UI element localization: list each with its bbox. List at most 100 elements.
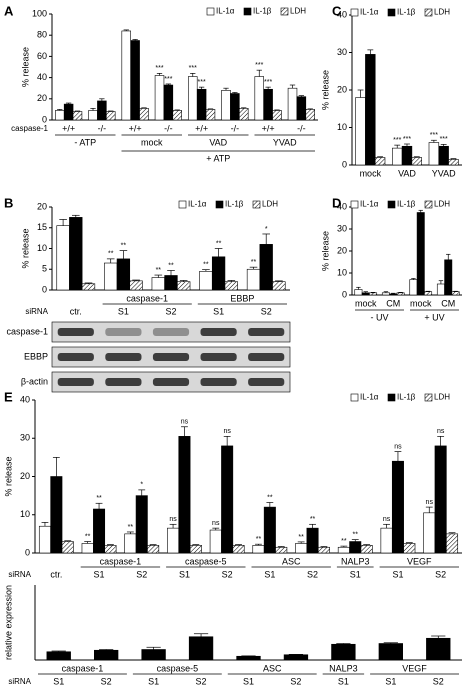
error-bar — [107, 544, 114, 546]
bar — [451, 291, 460, 296]
legend-swatch — [252, 200, 261, 209]
x-tick-label: -/- — [297, 123, 306, 133]
error-bar — [95, 502, 103, 510]
bar — [232, 545, 245, 554]
y-tick-label: 15 — [37, 222, 47, 232]
error-bar — [262, 233, 271, 245]
error-bar — [52, 457, 60, 477]
bar — [205, 109, 216, 121]
significance-label: ** — [310, 516, 316, 523]
blot-band — [57, 328, 94, 336]
y-tick-label: 10 — [337, 267, 347, 277]
error-bar — [255, 543, 262, 546]
bar — [446, 533, 459, 554]
bar — [116, 258, 131, 291]
error-bar — [51, 650, 66, 652]
legend-label: IL-1β — [397, 200, 416, 209]
error-bar — [181, 426, 188, 437]
error-bar — [394, 144, 401, 149]
error-bar — [265, 86, 271, 90]
y-tick-label: 100 — [32, 8, 47, 18]
legend-swatch — [424, 8, 433, 17]
error-bar — [309, 523, 316, 529]
blot-band — [248, 378, 285, 386]
error-bar — [307, 108, 313, 110]
x-tick-label: S1 — [385, 676, 396, 686]
significance-label: ** — [251, 259, 257, 266]
blot-band — [105, 353, 142, 361]
x-tick-label: S1 — [213, 306, 224, 316]
error-bar — [275, 280, 283, 282]
bar — [104, 262, 118, 291]
group-label: NALP3 — [341, 556, 370, 566]
legend-label: IL-1α — [360, 8, 379, 17]
bar — [434, 445, 447, 554]
x-tick-label: S1 — [350, 569, 361, 579]
error-bar — [90, 107, 96, 111]
group-label: VEGF — [402, 663, 427, 673]
legend-label: IL-1α — [360, 200, 379, 209]
bar — [306, 527, 319, 554]
bar — [409, 279, 418, 296]
y-axis-label: % release — [20, 47, 30, 87]
panel-letter: B — [4, 195, 13, 210]
error-bar — [84, 282, 93, 284]
x-tick-label: mock — [355, 298, 377, 308]
error-bar — [383, 523, 390, 529]
legend-swatch — [350, 200, 359, 209]
error-bar — [277, 546, 285, 548]
x-tick-label: S2 — [196, 676, 207, 686]
y-tick-label: 0 — [25, 547, 30, 557]
bar — [275, 546, 288, 554]
bar — [124, 533, 137, 554]
bar — [365, 54, 376, 166]
error-bar — [266, 502, 274, 508]
x-tick-label: S1 — [338, 676, 349, 686]
bar — [88, 110, 98, 121]
x-tick-label: S2 — [165, 306, 176, 316]
error-bar — [383, 291, 389, 293]
x-tick-label: ctr. — [50, 569, 62, 579]
significance-label: ** — [341, 538, 347, 545]
error-bar — [202, 269, 210, 272]
bar — [423, 512, 436, 554]
significance-label: ** — [216, 240, 222, 247]
error-bar — [212, 527, 220, 531]
bar — [230, 93, 240, 121]
error-bar — [57, 109, 63, 111]
bar — [428, 142, 440, 166]
significance-label: ns — [212, 520, 220, 527]
bar — [272, 110, 282, 121]
x-tick-label: +/+ — [129, 123, 142, 133]
bar — [354, 289, 363, 296]
legend-swatch — [280, 7, 289, 16]
bar — [172, 110, 182, 121]
bar — [55, 110, 65, 121]
significance-label: ** — [108, 251, 114, 258]
error-bar — [289, 84, 296, 89]
significance-label: ** — [267, 494, 273, 501]
bar — [106, 111, 116, 121]
legend-swatch — [178, 200, 187, 209]
significance-label: ** — [156, 267, 162, 274]
legend-label: LDH — [434, 8, 450, 17]
y-tick-label: 0 — [342, 289, 347, 299]
y-tick-label: 0 — [42, 114, 47, 124]
error-bar — [41, 522, 49, 527]
y-tick-label: 30 — [20, 433, 30, 443]
error-bar — [108, 110, 114, 112]
bar — [211, 256, 226, 291]
y-tick-label: 30 — [337, 47, 347, 57]
bar — [135, 495, 148, 554]
legend-swatch — [387, 8, 396, 17]
group-label: caspase-5 — [185, 556, 227, 566]
bar — [167, 527, 180, 554]
legend-label: IL-1α — [360, 393, 379, 402]
error-bar — [320, 546, 328, 548]
legend-swatch — [424, 200, 433, 209]
bar — [224, 281, 238, 291]
group-label: EBBP — [230, 293, 254, 303]
legend-swatch — [424, 393, 433, 402]
row-label: siRNA — [8, 677, 31, 686]
x-tick-label: -/- — [231, 123, 240, 133]
